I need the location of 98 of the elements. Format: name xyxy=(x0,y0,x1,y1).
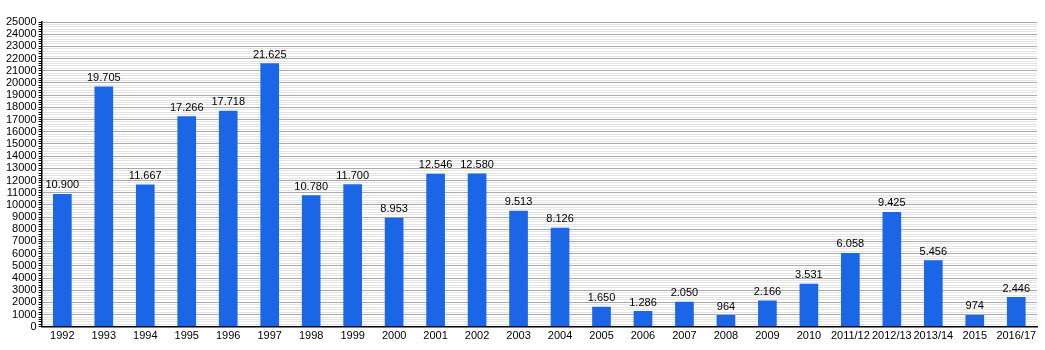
bar xyxy=(218,110,238,327)
x-tick-label: 1992 xyxy=(50,329,75,342)
bar xyxy=(1006,296,1026,327)
bar xyxy=(94,86,114,327)
bar xyxy=(260,63,280,327)
data-label: 11.667 xyxy=(128,169,162,182)
y-tick-label: 13000 xyxy=(5,161,37,174)
data-label: 10.900 xyxy=(45,178,80,191)
y-tick-label: 18000 xyxy=(5,100,37,113)
bar xyxy=(923,260,943,327)
bar xyxy=(758,300,777,327)
y-tick-label: 10000 xyxy=(5,197,37,210)
data-label: 3.531 xyxy=(795,268,823,281)
x-tick-label: 2013/14 xyxy=(913,329,954,342)
y-tick-label: 12000 xyxy=(5,173,37,186)
data-label: 9.513 xyxy=(504,195,533,208)
y-tick-label: 16000 xyxy=(5,124,37,137)
bar xyxy=(426,173,445,327)
y-tick-label: 9000 xyxy=(12,210,37,223)
bar xyxy=(384,217,404,327)
bar xyxy=(592,306,611,327)
x-tick-label: 2007 xyxy=(672,329,697,342)
y-tick-label: 25000 xyxy=(5,15,37,28)
bar xyxy=(177,116,197,327)
x-tick-label: 1999 xyxy=(340,329,365,342)
x-tick-label: 2003 xyxy=(506,329,531,342)
x-tick-label: 1998 xyxy=(298,329,324,342)
bar xyxy=(799,283,819,327)
data-label: 5.456 xyxy=(919,244,948,257)
y-tick-label: 19000 xyxy=(5,88,37,101)
data-label: 8.953 xyxy=(380,202,408,215)
y-tick-label: 0 xyxy=(30,319,37,332)
data-label: 10.780 xyxy=(294,179,329,192)
bar xyxy=(135,184,155,327)
data-label: 1.286 xyxy=(629,295,657,308)
data-label: 19.705 xyxy=(86,71,121,84)
data-label: 974 xyxy=(965,299,984,312)
y-tick-label: 2000 xyxy=(12,295,37,308)
data-label: 1.650 xyxy=(587,291,616,304)
x-tick-label: 2005 xyxy=(589,329,614,342)
x-tick-label: 1993 xyxy=(91,329,117,342)
data-label: 21.625 xyxy=(252,47,287,60)
x-tick-label: 2012/13 xyxy=(871,329,912,342)
x-tick-label: 2000 xyxy=(381,329,407,342)
y-tick-label: 6000 xyxy=(12,246,37,259)
bar xyxy=(301,195,321,327)
y-tick-label: 4000 xyxy=(12,271,37,284)
data-label: 2.446 xyxy=(1002,281,1031,294)
bar xyxy=(633,311,653,327)
bar xyxy=(343,184,362,327)
data-label: 9.425 xyxy=(878,196,906,209)
data-label: 17.718 xyxy=(211,95,246,108)
y-tick-label: 14000 xyxy=(5,149,37,162)
x-tick-label: 1996 xyxy=(215,329,241,342)
data-label: 6.058 xyxy=(836,237,865,250)
bar xyxy=(716,315,736,327)
y-tick-label: 3000 xyxy=(12,283,37,296)
y-tick-label: 20000 xyxy=(5,75,37,88)
x-tick-label: 2016/17 xyxy=(996,329,1037,342)
y-tick-label: 8000 xyxy=(12,222,37,235)
bar xyxy=(52,193,72,327)
x-tick-label: 1994 xyxy=(133,329,158,342)
y-tick-label: 1000 xyxy=(12,307,37,320)
y-tick-label: 7000 xyxy=(12,234,37,247)
bar xyxy=(841,252,860,327)
data-label: 2.050 xyxy=(670,286,699,299)
x-tick-label: 2008 xyxy=(713,329,739,342)
bar xyxy=(882,211,902,327)
x-tick-label: 2002 xyxy=(464,329,490,342)
y-tick-label: 15000 xyxy=(5,136,37,149)
x-tick-label: 2001 xyxy=(423,329,448,342)
y-tick-label: 22000 xyxy=(5,51,37,64)
x-tick-label: 2011/12 xyxy=(830,329,870,342)
data-label: 8.126 xyxy=(546,212,574,225)
x-tick-label: 2010 xyxy=(796,329,822,342)
y-tick-label: 5000 xyxy=(12,258,37,271)
data-label: 12.546 xyxy=(418,158,453,171)
y-tick-label: 17000 xyxy=(5,112,37,125)
x-tick-label: 2015 xyxy=(962,329,988,342)
bar xyxy=(965,314,985,327)
y-tick-label: 21000 xyxy=(5,63,37,76)
y-tick-label: 11000 xyxy=(6,185,37,198)
y-tick-label: 24000 xyxy=(5,27,37,40)
x-tick-label: 2004 xyxy=(547,329,573,342)
bar xyxy=(675,301,694,327)
data-label: 11.700 xyxy=(336,168,370,181)
data-label: 2.166 xyxy=(753,284,782,297)
y-tick-label: 23000 xyxy=(5,39,37,52)
x-tick-label: 1995 xyxy=(174,329,199,342)
bar xyxy=(509,210,528,327)
bar xyxy=(550,227,570,327)
data-label: 17.266 xyxy=(169,100,204,113)
x-tick-label: 1997 xyxy=(257,329,282,342)
bar xyxy=(467,173,487,327)
x-tick-label: 2009 xyxy=(755,329,780,342)
data-label: 964 xyxy=(716,299,736,312)
data-label: 12.580 xyxy=(460,157,494,170)
x-tick-label: 2006 xyxy=(630,329,656,342)
